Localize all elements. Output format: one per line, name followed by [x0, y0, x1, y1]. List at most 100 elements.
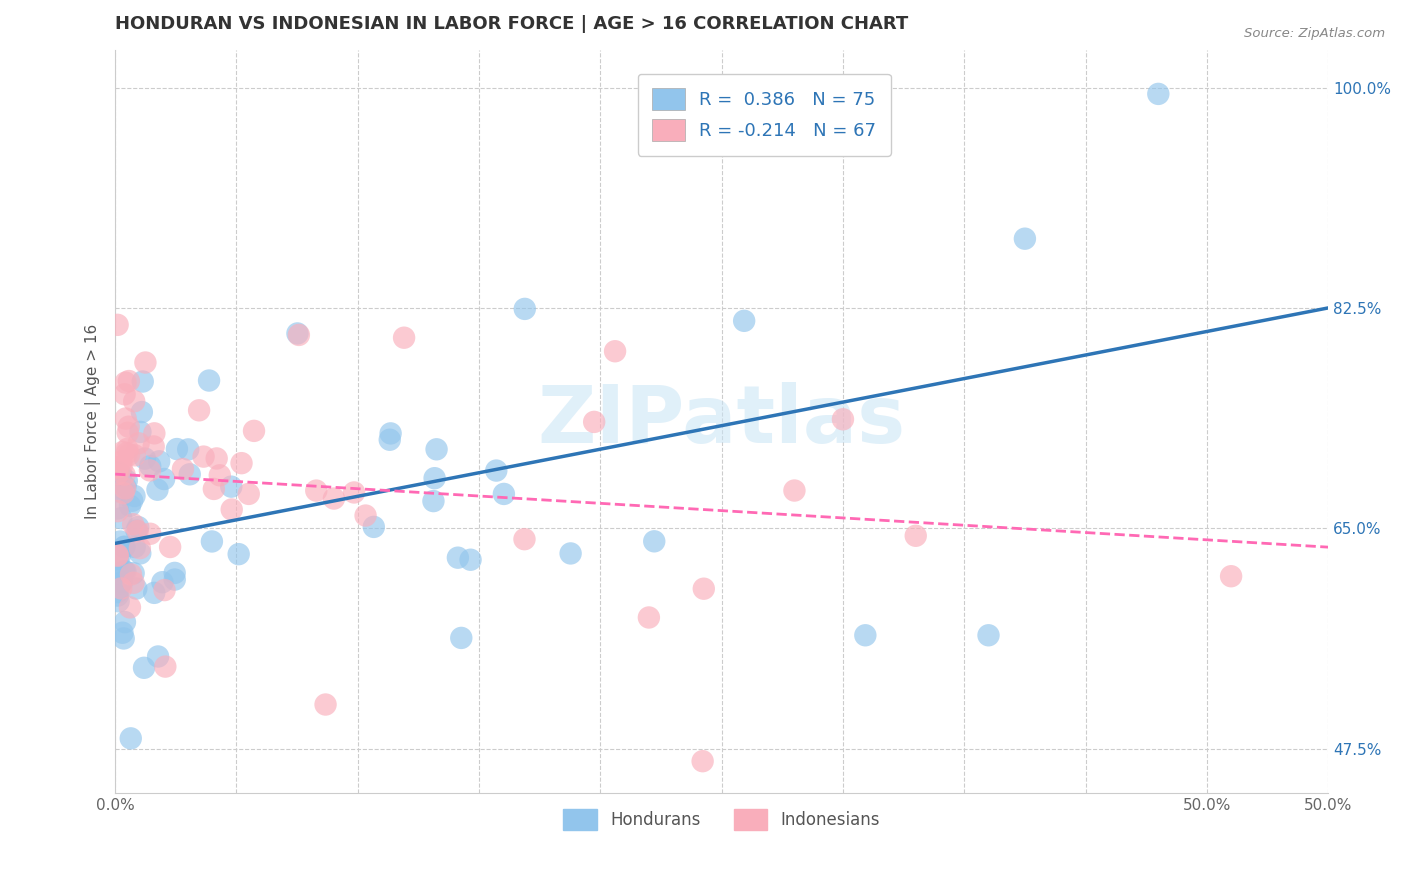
Point: [153, 583, 176, 598]
Point: [450, 631, 472, 645]
Point: [243, 424, 266, 438]
Point: [115, 474, 138, 488]
Point: [132, 375, 155, 389]
Point: [380, 426, 402, 441]
Point: [107, 466, 129, 480]
Point: [447, 550, 470, 565]
Point: [107, 589, 129, 603]
Point: [107, 585, 129, 599]
Point: [122, 575, 145, 590]
Point: [692, 754, 714, 768]
Point: [143, 426, 166, 441]
Point: [155, 659, 177, 673]
Point: [124, 489, 146, 503]
Point: [152, 575, 174, 590]
Point: [783, 483, 806, 498]
Point: [129, 425, 152, 439]
Point: [107, 460, 129, 475]
Point: [134, 451, 156, 466]
Point: [354, 508, 377, 523]
Point: [146, 649, 169, 664]
Point: [422, 494, 444, 508]
Point: [127, 524, 149, 538]
Text: HONDURAN VS INDONESIAN IN LABOR FORCE | AGE > 16 CORRELATION CHART: HONDURAN VS INDONESIAN IN LABOR FORCE | …: [115, 15, 908, 33]
Point: [114, 387, 136, 401]
Point: [238, 487, 260, 501]
Point: [378, 433, 401, 447]
Point: [107, 552, 129, 566]
Point: [122, 566, 145, 581]
Point: [107, 484, 129, 499]
Point: [107, 566, 129, 581]
Point: [108, 549, 131, 564]
Y-axis label: In Labor Force | Age > 16: In Labor Force | Age > 16: [86, 324, 101, 519]
Point: [1220, 569, 1243, 583]
Point: [139, 458, 162, 473]
Point: [343, 485, 366, 500]
Point: [112, 540, 135, 554]
Point: [121, 493, 143, 508]
Point: [832, 412, 855, 426]
Point: [460, 552, 482, 566]
Point: [110, 467, 132, 482]
Point: [513, 301, 536, 316]
Point: [139, 463, 162, 477]
Point: [110, 576, 132, 591]
Point: [114, 480, 136, 494]
Point: [107, 501, 129, 516]
Point: [114, 482, 136, 496]
Point: [392, 331, 415, 345]
Point: [111, 625, 134, 640]
Point: [287, 326, 309, 341]
Point: [114, 565, 136, 579]
Point: [139, 526, 162, 541]
Point: [111, 445, 134, 459]
Point: [122, 517, 145, 532]
Point: [643, 534, 665, 549]
Point: [159, 540, 181, 554]
Text: ZIPatlas: ZIPatlas: [537, 383, 905, 460]
Point: [202, 482, 225, 496]
Point: [146, 483, 169, 497]
Point: [118, 499, 141, 513]
Point: [125, 524, 148, 538]
Point: [115, 446, 138, 460]
Point: [112, 486, 135, 500]
Point: [112, 564, 135, 578]
Point: [111, 481, 134, 495]
Point: [163, 566, 186, 580]
Point: [110, 582, 132, 596]
Point: [120, 567, 142, 582]
Point: [423, 471, 446, 485]
Point: [188, 403, 211, 417]
Point: [107, 549, 129, 563]
Point: [1014, 232, 1036, 246]
Point: [853, 628, 876, 642]
Point: [426, 442, 449, 457]
Point: [118, 600, 141, 615]
Point: [231, 456, 253, 470]
Point: [363, 520, 385, 534]
Point: [129, 546, 152, 560]
Point: [221, 480, 243, 494]
Point: [110, 511, 132, 525]
Point: [221, 502, 243, 516]
Point: [118, 448, 141, 462]
Point: [904, 529, 927, 543]
Point: [111, 575, 134, 590]
Point: [114, 411, 136, 425]
Point: [485, 464, 508, 478]
Point: [128, 541, 150, 556]
Point: [110, 454, 132, 468]
Point: [117, 442, 139, 456]
Point: [107, 467, 129, 482]
Point: [118, 374, 141, 388]
Point: [112, 632, 135, 646]
Point: [120, 731, 142, 746]
Point: [733, 314, 755, 328]
Point: [127, 520, 149, 534]
Point: [125, 582, 148, 596]
Text: Source: ZipAtlas.com: Source: ZipAtlas.com: [1244, 27, 1385, 40]
Point: [118, 419, 141, 434]
Point: [977, 628, 1000, 642]
